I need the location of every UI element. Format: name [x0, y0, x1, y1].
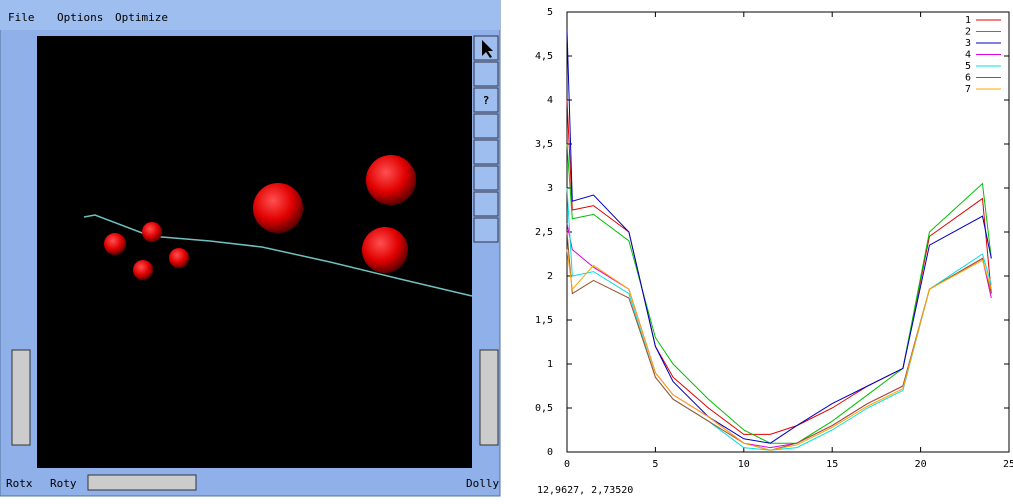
series-line [566, 143, 992, 444]
rotx-label: Rotx [6, 477, 33, 490]
y-tick-label: 5 [547, 7, 553, 18]
tool-seek[interactable] [473, 191, 499, 217]
y-tick-label: 4 [547, 95, 553, 106]
plot: 12,9627, 2,73520 0 0,5 1 1,5 2 2,5 3 3,5 4 4,5 5 0 5… [535, 7, 1013, 496]
series-line [566, 249, 992, 451]
curve [83, 214, 473, 297]
y-tick-label: 3,5 [535, 139, 553, 150]
y-tick-label: 0,5 [535, 403, 553, 414]
x-tick-label: 25 [1003, 459, 1013, 470]
sphere [142, 222, 162, 242]
menu-bar [0, 0, 500, 30]
y-tick-label: 2 [547, 271, 553, 282]
y-tick-label: 0 [547, 447, 553, 458]
legend-label: 3 [965, 38, 971, 49]
roty-wheel[interactable] [87, 474, 197, 491]
dolly-wheel[interactable] [479, 349, 499, 446]
sphere [104, 233, 126, 255]
viewer-window: File Options Optimize ? Rotx Roty Dolly [0, 0, 501, 497]
sphere [253, 183, 303, 233]
coordinates: 12,9627, 2,73520 [537, 485, 633, 496]
plot-border [566, 11, 1010, 453]
sphere [366, 155, 416, 205]
y-tick-label: 1 [547, 359, 553, 370]
sphere [362, 227, 408, 273]
legend-label: 1 [965, 15, 971, 26]
sphere [169, 248, 189, 268]
x-tick-label: 5 [652, 459, 658, 470]
roty-label: Roty [50, 477, 77, 490]
legend-label: 2 [965, 27, 971, 38]
y-tick-label: 2,5 [535, 227, 553, 238]
series-line [566, 99, 992, 435]
toolbar: ? [473, 35, 499, 243]
legend-label: 4 [965, 50, 971, 61]
legend-label: 6 [965, 73, 971, 84]
tool-hand[interactable] [473, 61, 499, 87]
y-tick-label: 4,5 [535, 51, 553, 62]
legend-label: 7 [965, 84, 971, 95]
series-line [566, 231, 992, 451]
rotx-wheel[interactable] [11, 349, 31, 446]
legend-label: 5 [965, 61, 971, 72]
y-tick-label: 1,5 [535, 315, 553, 326]
x-tick-label: 20 [915, 459, 927, 470]
y-tick-label: 3 [547, 183, 553, 194]
arrow-icon [482, 40, 493, 58]
tool-set-home[interactable] [473, 139, 499, 165]
tool-projection[interactable] [473, 217, 499, 243]
series-line [566, 187, 992, 451]
help-label: ? [483, 94, 490, 107]
x-tick-label: 0 [564, 459, 570, 470]
menu-file[interactable]: File [8, 11, 35, 24]
series-line [566, 223, 992, 449]
tool-help[interactable] [473, 87, 499, 113]
series-line [566, 29, 992, 444]
dolly-label: Dolly [466, 477, 499, 490]
x-tick-label: 10 [738, 459, 750, 470]
menu-optimize[interactable]: Optimize [115, 11, 168, 24]
sphere [133, 260, 153, 280]
tool-home[interactable] [473, 113, 499, 139]
x-tick-label: 15 [826, 459, 838, 470]
menu-options[interactable]: Options [57, 11, 103, 24]
tool-view-all[interactable] [473, 165, 499, 191]
